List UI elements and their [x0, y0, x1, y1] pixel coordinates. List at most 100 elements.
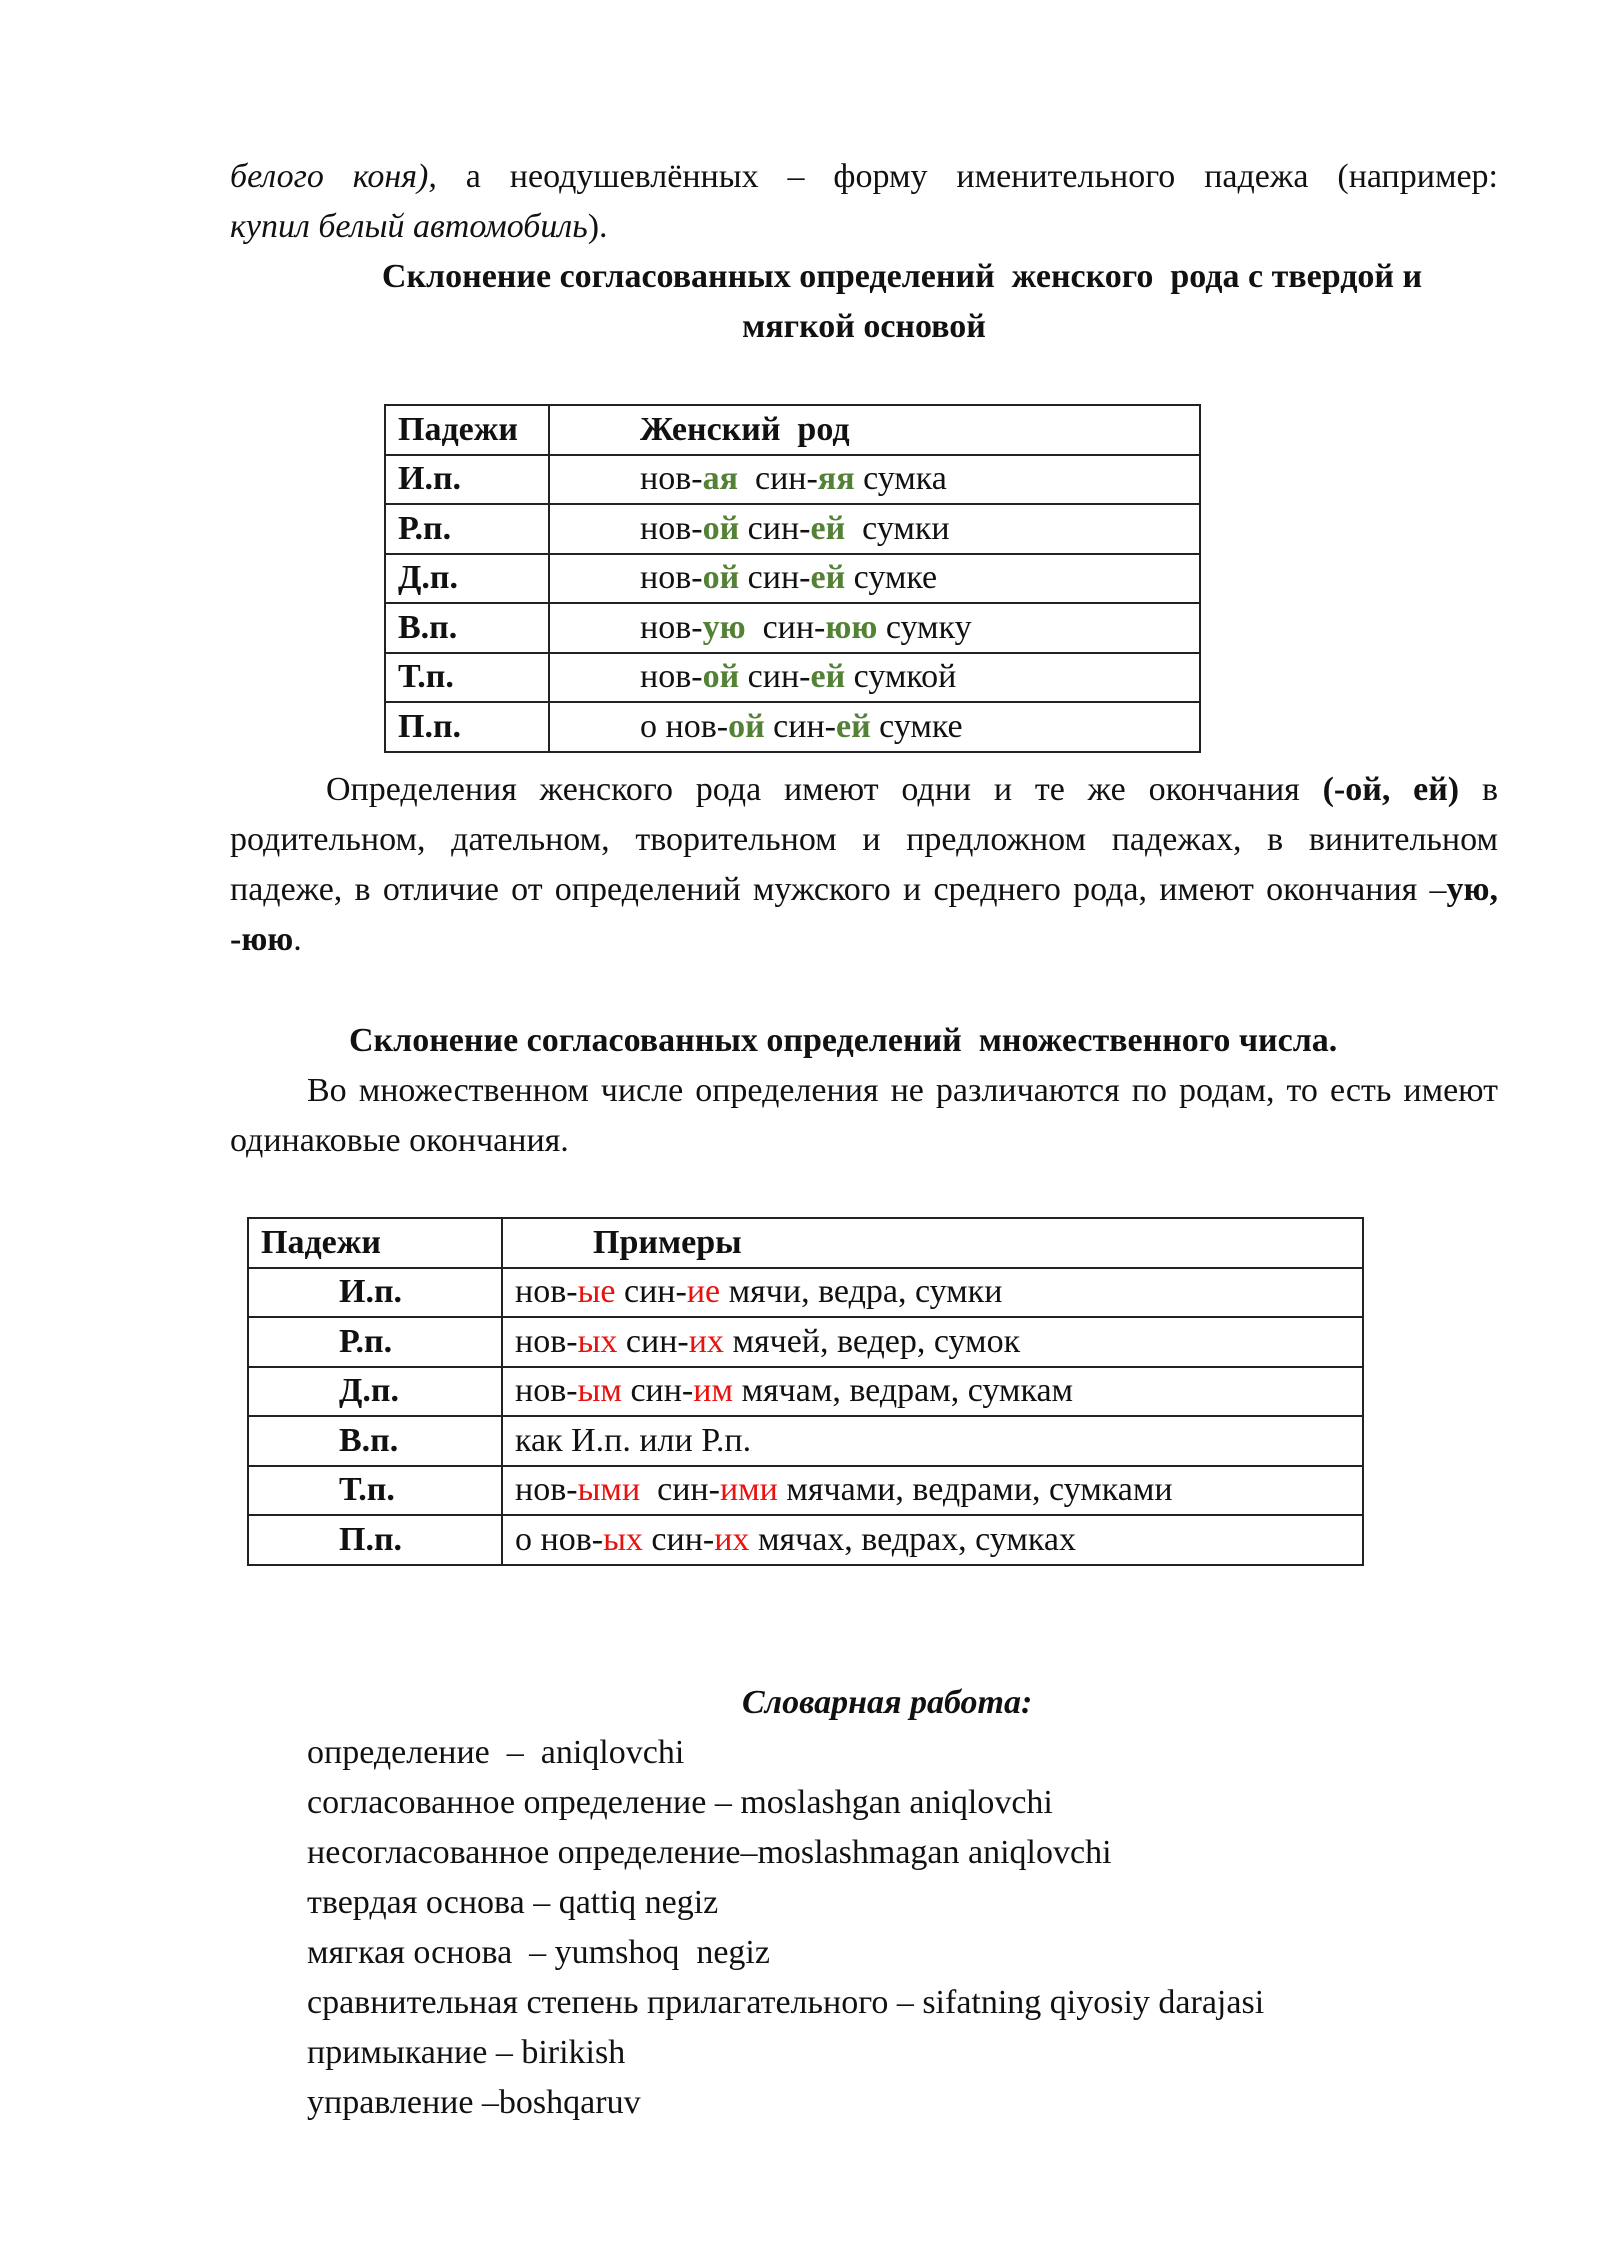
vocabulary-title: Словарная работа: — [742, 1684, 1033, 1721]
word-stem: как И.п. или Р.п. — [515, 1421, 752, 1459]
intro-text-2: ). — [587, 208, 608, 245]
case-cell: И.п. — [247, 1266, 503, 1318]
para-text: Определения женского рода имеют одни и т… — [326, 771, 1323, 808]
para-bold-endings: ую, -юю — [230, 871, 1498, 958]
word-stem: сумке — [845, 559, 938, 597]
intro-text-1: а неодушевлённых – форму именительного п… — [436, 158, 1498, 195]
heading-feminine-line-1: Склонение согласованных определений женс… — [381, 258, 1423, 295]
table-row: Т.п. нов-ыми син-ими мячами, ведрами, сум… — [247, 1464, 1364, 1516]
ending-highlight: ая — [702, 460, 738, 498]
case-cell: П.п. — [247, 1514, 503, 1566]
word-stem: нов- — [515, 1273, 578, 1311]
example-cell: нов-ые син-ие мячи, ведра, сумки — [501, 1266, 1364, 1318]
heading-feminine: Склонение согласованных определений женс… — [230, 252, 1498, 352]
table-row: П.п. о нов-ой син-ей сумке — [384, 701, 1201, 753]
case-cell: Т.п. — [247, 1464, 503, 1516]
example-cell: нов-ой син-ей сумки — [548, 503, 1201, 555]
heading-feminine-line-2: мягкой основой — [742, 308, 986, 345]
col-header-cases: Падежи — [384, 404, 550, 456]
word-stem: син- — [640, 1471, 720, 1509]
example-cell: нов-ую син-юю сумку — [548, 602, 1201, 654]
ending-highlight: юю — [825, 608, 878, 646]
example-cell: нов-ым син-им мячам, ведрам, сумкам — [501, 1365, 1364, 1417]
para-text: в родительном, дательном, творительном и… — [230, 771, 1498, 908]
word-stem: нов- — [640, 658, 703, 696]
ending-highlight: им — [693, 1372, 733, 1410]
word-stem: син- — [737, 460, 818, 498]
intro-italic-1: белого коня), — [230, 158, 437, 195]
example-cell: нов-ых син-их мячей, ведер, сумок — [501, 1316, 1364, 1368]
para-text: . — [293, 921, 302, 958]
case-cell: Т.п. — [384, 651, 550, 703]
ending-highlight: их — [688, 1322, 724, 1360]
word-stem: мячами, ведрами, сумками — [777, 1471, 1173, 1509]
word-stem: син- — [739, 509, 811, 547]
word-stem: син- — [764, 707, 836, 745]
word-stem: син- — [739, 658, 811, 696]
vocabulary-item: определение – aniqlovchi — [307, 1734, 685, 1771]
table-row: И.п. нов-ая син-яя сумка — [384, 453, 1201, 505]
ending-highlight: ую — [702, 608, 746, 646]
intro-line-2: купил белый автомобиль). — [230, 202, 1498, 252]
ending-highlight: ых — [577, 1322, 618, 1360]
feminine-declension-table: Падежи Женский род И.п. нов-ая син-яя сум… — [384, 404, 1201, 753]
table-row: Т.п. нов-ой син-ей сумкой — [384, 651, 1201, 703]
table-row: В.п. как И.п. или Р.п. — [247, 1415, 1364, 1467]
word-stem: син- — [617, 1322, 689, 1360]
plural-declension-table: Падежи Примеры И.п. нов-ые син-ие мячи, в… — [247, 1217, 1364, 1566]
word-stem: нов- — [640, 559, 703, 597]
vocabulary-item: примыкание – birikish — [307, 2034, 626, 2071]
example-cell: о нов-ой син-ей сумке — [548, 701, 1201, 753]
ending-highlight: ей — [810, 658, 846, 696]
para-bold-endings: (-ой, ей) — [1322, 771, 1460, 808]
ending-highlight: ей — [810, 559, 846, 597]
vocabulary-item: управление –boshqaruv — [307, 2084, 641, 2121]
word-stem: сумкой — [845, 658, 957, 696]
ending-highlight: ых — [603, 1520, 643, 1558]
table-row: Р.п. нов-ых син-их мячей, ведер, сумок — [247, 1316, 1364, 1368]
case-cell: П.п. — [384, 701, 550, 753]
word-stem: сумки — [845, 509, 950, 547]
ending-highlight: яя — [817, 460, 855, 498]
col-header-cases: Падежи — [247, 1217, 503, 1269]
word-stem: син- — [615, 1273, 687, 1311]
example-cell: как И.п. или Р.п. — [501, 1415, 1364, 1467]
word-stem: мячам, ведрам, сумкам — [732, 1372, 1074, 1410]
word-stem: мячи, ведра, сумки — [720, 1273, 1003, 1311]
ending-highlight: ым — [577, 1372, 622, 1410]
word-stem: син- — [739, 559, 811, 597]
ending-highlight: ой — [702, 509, 740, 547]
vocabulary-item: твердая основа – qattiq negiz — [307, 1884, 719, 1921]
vocabulary-item: согласованное определение – moslashgan a… — [307, 1784, 1053, 1821]
example-cell: нов-ая син-яя сумка — [548, 453, 1201, 505]
paragraph-plural: Во множественном числе определения не ра… — [230, 1072, 1498, 1159]
ending-highlight: ой — [702, 559, 740, 597]
intro-line-1: белого коня), а неодушевлённых – форму и… — [230, 152, 1498, 202]
vocabulary-item: сравнительная степень прилагательного – … — [307, 1984, 1265, 2021]
word-stem: нов- — [640, 460, 703, 498]
case-cell: Д.п. — [384, 552, 550, 604]
vocabulary-list: определение – aniqlovchi согласованное оп… — [307, 1728, 1264, 2128]
example-cell: нов-ой син-ей сумкой — [548, 651, 1201, 703]
ending-highlight: ые — [577, 1273, 616, 1311]
table-row: В.п. нов-ую син-юю сумку — [384, 602, 1201, 654]
table-row: Д.п. нов-ым син-им мячам, ведрам, сумкам — [247, 1365, 1364, 1417]
word-stem: син- — [745, 608, 826, 646]
example-cell: нов-ыми син-ими мячами, ведрами, сумками — [501, 1464, 1364, 1516]
table-row: Д.п. нов-ой син-ей сумке — [384, 552, 1201, 604]
ending-highlight: ой — [728, 707, 765, 745]
ending-highlight: ыми — [577, 1471, 641, 1509]
paragraph-feminine-endings: Определения женского рода имеют одни и т… — [230, 765, 1498, 965]
word-stem: сумка — [854, 460, 947, 498]
word-stem: мячей, ведер, сумок — [723, 1322, 1021, 1360]
word-stem: нов- — [640, 608, 703, 646]
table-row: П.п. о нов-ых син-их мячах, ведрах, сумка… — [247, 1514, 1364, 1566]
ending-highlight: ей — [810, 509, 846, 547]
heading-plural: Склонение согласованных определений множ… — [349, 1022, 1338, 1059]
word-stem: син- — [642, 1520, 715, 1558]
case-cell: Р.п. — [384, 503, 550, 555]
ending-highlight: ие — [686, 1273, 721, 1311]
example-cell: нов-ой син-ей сумке — [548, 552, 1201, 604]
table-row: Р.п. нов-ой син-ей сумки — [384, 503, 1201, 555]
word-stem: син- — [621, 1372, 694, 1410]
